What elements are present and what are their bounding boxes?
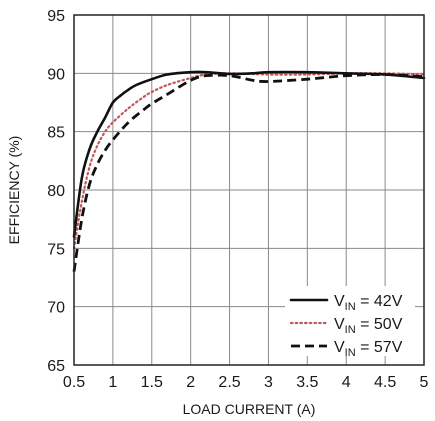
x-tick-label: 3 xyxy=(264,374,273,391)
legend-label-sub: IN xyxy=(345,301,356,313)
legend-label-rest: = 42V xyxy=(356,293,403,310)
legend-label: VIN = 57V xyxy=(334,339,403,359)
x-tick-label: 2 xyxy=(186,374,195,391)
x-axis-title: LOAD CURRENT (A) xyxy=(183,401,316,417)
y-tick-label: 70 xyxy=(47,300,65,317)
x-tick-label: 1.5 xyxy=(141,374,163,391)
x-tick-label: 3.5 xyxy=(296,374,318,391)
x-tick-label: 1 xyxy=(108,374,117,391)
legend-label-sub: IN xyxy=(345,347,356,359)
x-tick-label: 4.5 xyxy=(374,374,396,391)
plot-frame xyxy=(73,14,425,366)
legend-label: VIN = 50V xyxy=(334,316,403,336)
y-axis-title: EFFICIENCY (%) xyxy=(6,136,22,245)
legend-label-main: V xyxy=(334,316,345,333)
series-line-dashed xyxy=(72,73,425,272)
y-tick-label: 90 xyxy=(47,66,65,83)
y-tick-label: 75 xyxy=(47,241,65,258)
y-tick-label: 65 xyxy=(47,358,65,375)
x-tick-label: 5 xyxy=(420,374,429,391)
series-layer xyxy=(72,70,426,272)
legend-label-main: V xyxy=(334,339,345,356)
legend-label-rest: = 57V xyxy=(356,339,403,356)
y-tick-label: 95 xyxy=(47,8,65,25)
legend-label-main: V xyxy=(334,293,345,310)
series-line-solid xyxy=(72,70,426,238)
frame-layer xyxy=(73,14,425,366)
legend-label: VIN = 42V xyxy=(334,293,403,313)
y-tick-label: 85 xyxy=(47,125,65,142)
y-tick-label: 80 xyxy=(47,183,65,200)
legend-label-rest: = 50V xyxy=(356,316,403,333)
legend-box xyxy=(285,286,415,356)
x-tick-label: 2.5 xyxy=(218,374,240,391)
x-tick-label: 4 xyxy=(342,374,351,391)
series-line-dotted xyxy=(72,72,426,250)
legend-label-sub: IN xyxy=(345,324,356,336)
tick-labels: 0.5 1 1.5 2 2.5 3 3.5 4 4.5 5 65 70 75 80 85 90 95 xyxy=(47,8,428,391)
x-tick-label: 0.5 xyxy=(63,374,85,391)
